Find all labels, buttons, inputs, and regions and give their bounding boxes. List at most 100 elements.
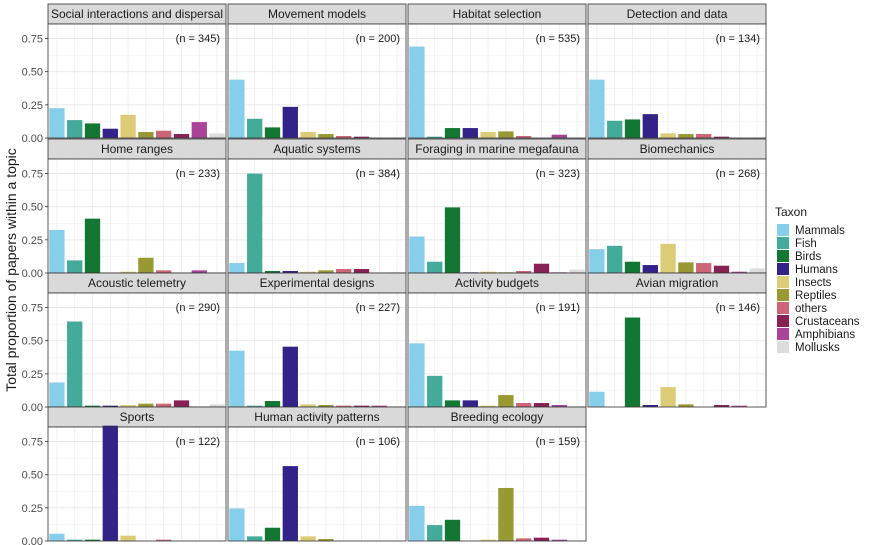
bar-mollusks [209, 133, 225, 138]
plot-area [228, 293, 406, 407]
sample-size-label: (n = 200) [356, 33, 400, 45]
bar-others [156, 130, 172, 138]
bar-birds [264, 401, 281, 407]
bar-amphibians [371, 405, 387, 407]
bar-amphibians [731, 271, 747, 273]
bar-amphibians [551, 539, 567, 541]
bar-reptiles [318, 270, 334, 273]
bar-birds [84, 405, 101, 407]
bar-insects [480, 405, 496, 407]
facet-title: Aquatic systems [273, 142, 360, 156]
y-tick-label: 0.00 [22, 402, 43, 414]
facet-title: Acoustic telemetry [88, 276, 186, 290]
bar-fish [427, 261, 443, 273]
panel-border [47, 23, 227, 139]
bar-fish [247, 536, 263, 541]
bar-reptiles [138, 132, 154, 138]
bar-humans [642, 265, 658, 273]
bar-others [156, 270, 172, 273]
legend: Taxon MammalsFishBirdsHumansInsectsRepti… [775, 205, 860, 354]
bar-birds [264, 127, 281, 138]
legend-title: Taxon [775, 205, 807, 219]
bar-humans [642, 405, 658, 407]
bar-fish [247, 405, 263, 407]
plot-area [408, 427, 586, 541]
bar-humans [102, 128, 118, 138]
bar-crustaceans [353, 405, 370, 407]
y-tick-label: 0.75 [22, 169, 43, 181]
bar-insects [660, 387, 676, 407]
bar-reptiles [498, 487, 514, 541]
facet-panel: Aquatic systems (n = 384) [227, 138, 407, 274]
bar-mammals [229, 350, 245, 407]
facet-panel: Home ranges(n = 233) 0.00 0.25 0.50 0.75 [22, 138, 227, 280]
bar-fish [427, 136, 443, 138]
bar-birds [264, 527, 281, 541]
legend-item-label: Reptiles [795, 290, 837, 302]
facet-panel: Human activity patterns (n = 106) [227, 406, 407, 542]
facet-title: Foraging in marine megafauna [415, 142, 579, 156]
y-tick-label: 0.25 [22, 100, 43, 112]
bar-insects [480, 539, 496, 541]
bar-others [336, 269, 352, 273]
facet-panel: Breeding ecology (n = 159) [407, 406, 587, 542]
bar-reptiles [498, 395, 514, 407]
bar-mammals [49, 533, 65, 541]
y-axis-label: Total proportion of papers within a topi… [3, 148, 19, 392]
plot-area [588, 24, 766, 138]
legend-item-label: Mammals [795, 225, 845, 237]
bar-insects [660, 133, 676, 138]
bar-others [696, 134, 712, 138]
bar-crustaceans [353, 269, 370, 273]
plot-area [228, 427, 406, 541]
legend-item-label: Insects [795, 277, 832, 289]
panel-border [47, 426, 227, 542]
bar-humans [282, 466, 298, 541]
bar-fish [247, 118, 263, 138]
bar-reptiles [318, 134, 334, 138]
bar-crustaceans [533, 263, 550, 273]
bar-crustaceans [713, 136, 730, 138]
bar-fish [427, 375, 443, 407]
facet-panel: Activity budgets (n = 191) [407, 272, 587, 408]
panel-border [587, 23, 767, 139]
bar-mammals [49, 382, 65, 407]
bar-birds [264, 271, 281, 273]
y-tick-label: 0.50 [22, 202, 43, 214]
bar-insects [300, 132, 316, 138]
sample-size-label: (n = 233) [176, 168, 220, 180]
y-tick-label: 0.00 [22, 133, 43, 145]
bar-crustaceans [173, 400, 190, 407]
bar-others [336, 136, 352, 138]
bar-humans [642, 114, 658, 138]
bar-others [336, 405, 352, 407]
facet-title: Experimental designs [260, 276, 375, 290]
legend-swatch [777, 315, 789, 327]
sample-size-label: (n = 384) [356, 168, 400, 180]
sample-size-label: (n = 323) [536, 168, 580, 180]
bar-insects [300, 271, 316, 273]
sample-size-label: (n = 134) [716, 33, 760, 45]
bar-humans [462, 128, 478, 138]
y-tick-label: 0.75 [22, 437, 43, 449]
bar-humans [282, 271, 298, 273]
legend-item-label: others [795, 303, 827, 315]
bar-crustaceans [533, 403, 550, 407]
legend-swatch [777, 289, 789, 301]
facet-panel: Acoustic telemetry (n = 290) 0.00 0.25 0.50 0… [22, 272, 227, 414]
bar-others [516, 538, 532, 541]
plot-area [48, 427, 226, 541]
sample-size-label: (n = 106) [356, 436, 400, 448]
facet-panel: Movement models (n = 200) [227, 3, 407, 139]
legend-item-label: Crustaceans [795, 316, 860, 328]
y-tick-label: 0.00 [22, 268, 43, 280]
bar-mammals [589, 79, 605, 138]
plot-area [588, 293, 766, 407]
legend-swatch [777, 224, 789, 236]
y-tick-label: 0.50 [22, 336, 43, 348]
bar-birds [444, 400, 461, 407]
y-tick-label: 0.75 [22, 34, 43, 46]
bar-reptiles [138, 403, 154, 407]
bar-birds [624, 119, 641, 138]
